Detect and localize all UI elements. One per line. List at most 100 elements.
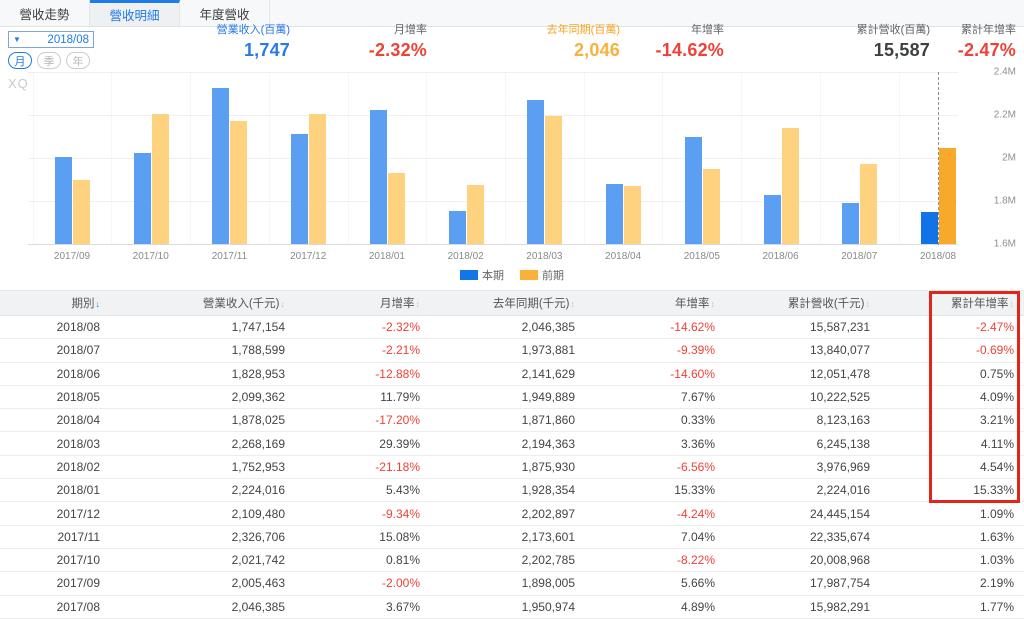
bar-current-2017/10[interactable] (133, 153, 151, 244)
period-pill-quarter[interactable]: 季 (37, 52, 61, 69)
bar-current-2017/11[interactable] (212, 87, 230, 244)
stat-value: 2,046 (573, 40, 620, 60)
stat-value: -14.62% (655, 40, 724, 60)
period-pill-month[interactable]: 月 (8, 52, 32, 69)
x-axis-tick-label: 2017/10 (132, 251, 169, 262)
column-header-last-year[interactable]: 去年同期(千元)↕ (430, 295, 585, 311)
bar-current-2017/09[interactable] (55, 156, 72, 244)
table-header-row: 期別↓ 營業收入(千元)↕ 月增率↕ 去年同期(千元)↕ 年增率↕ 累計營收(千元)↕ 累計… (0, 290, 1024, 316)
cell-cum-yoy: 4.54% (979, 459, 1014, 474)
tab-revenue-trend[interactable]: 營收走勢 (0, 0, 90, 26)
bar-current-2018/03[interactable] (527, 100, 545, 244)
y-axis-tick-label: 1.8M (993, 195, 1016, 207)
legend-label: 前期 (542, 270, 564, 282)
cell-revenue: 2,268,169 (231, 436, 285, 451)
cell-cum-revenue: 20,008,968 (809, 553, 870, 568)
bar-previous-2018/03[interactable] (545, 116, 563, 244)
cell-cum-revenue: 15,982,291 (809, 599, 870, 614)
cell-yoy: -14.62% (670, 320, 715, 335)
table-row[interactable]: 2017/09 2,005,463 -2.00% 1,898,005 5.66% 17,9… (0, 572, 1024, 596)
x-axis-tick-label: 2018/07 (841, 251, 878, 262)
stat-label: 累計營收(百萬) (856, 24, 930, 36)
cell-cum-yoy: 15.33% (973, 483, 1014, 498)
bar-previous-2017/11[interactable] (230, 120, 248, 244)
cell-last-year: 2,202,897 (521, 506, 575, 521)
bar-previous-2017/10[interactable] (151, 114, 169, 244)
bar-previous-2018/04[interactable] (624, 185, 642, 244)
cell-mom: -2.21% (381, 343, 420, 358)
bar-previous-2018/08[interactable] (939, 148, 957, 244)
table-row[interactable]: 2018/05 2,099,362 11.79% 1,949,889 7.67% 10,2… (0, 386, 1024, 410)
sort-icon: ↕ (865, 299, 871, 309)
bar-previous-2017/09[interactable] (73, 179, 90, 244)
bar-current-2018/06[interactable] (763, 194, 781, 244)
stat-label: 月增率 (394, 24, 427, 36)
cell-cum-revenue: 8,123,163 (816, 413, 870, 428)
y-axis-tick-label: 2.2M (993, 109, 1016, 121)
bar-previous-2018/02[interactable] (466, 184, 484, 244)
tab-revenue-detail[interactable]: 營收明細 (90, 0, 180, 26)
cell-revenue: 2,046,385 (231, 599, 285, 614)
cell-last-year: 1,950,974 (521, 599, 575, 614)
period-pill-year[interactable]: 年 (66, 52, 90, 69)
cell-mom: -12.88% (375, 366, 420, 381)
x-axis-tick-label: 2018/03 (526, 251, 563, 262)
table-row[interactable]: 2018/01 2,224,016 5.43% 1,928,354 15.33% 2,22… (0, 479, 1024, 503)
table-row[interactable]: 2017/11 2,326,706 15.08% 2,173,601 7.04% 22,3… (0, 526, 1024, 549)
column-header-label: 期別 (71, 298, 95, 310)
bar-previous-2018/06[interactable] (781, 127, 799, 244)
column-header-period[interactable]: 期別↓ (0, 295, 110, 311)
legend-item-本期[interactable]: 本期 (460, 267, 504, 283)
cell-revenue: 2,005,463 (231, 576, 285, 591)
table-row[interactable]: 2018/03 2,268,169 29.39% 2,194,363 3.36% 6,24… (0, 432, 1024, 456)
bar-current-2018/04[interactable] (606, 184, 624, 244)
bar-current-2018/07[interactable] (842, 203, 860, 244)
legend-swatch (520, 270, 538, 280)
x-axis-tick-label: 2017/11 (211, 251, 248, 262)
bar-previous-2017/12[interactable] (309, 114, 327, 244)
x-axis-tick-label: 2017/09 (53, 251, 91, 262)
legend-item-前期[interactable]: 前期 (520, 267, 564, 283)
bar-previous-2018/05[interactable] (702, 168, 720, 244)
cell-yoy: 4.89% (680, 599, 715, 614)
stat-label: 累計年增率 (961, 24, 1016, 36)
table-row[interactable]: 2017/08 2,046,385 3.67% 1,950,974 4.89% 15,98… (0, 596, 1024, 619)
stat-cum-yoy: 累計年增率 -2.47% (876, 21, 1016, 61)
cell-last-year: 2,202,785 (521, 553, 575, 568)
cell-period: 2018/04 (56, 413, 100, 428)
cell-cum-revenue: 2,224,016 (816, 483, 870, 498)
bar-current-2018/08[interactable] (921, 212, 939, 244)
column-header-label: 去年同期(千元) (492, 298, 570, 310)
x-axis-tick-label: 2018/05 (683, 251, 720, 262)
bar-current-2018/01[interactable] (369, 109, 387, 244)
table-row[interactable]: 2018/04 1,878,025 -17.20% 1,871,860 0.33% 8,1… (0, 409, 1024, 433)
cell-yoy: 15.33% (674, 483, 715, 498)
bar-previous-2018/07[interactable] (860, 163, 878, 244)
column-header-cum-yoy[interactable]: 累計年增率↕ (880, 295, 1024, 311)
tab-annual-revenue[interactable]: 年度營收 (180, 0, 270, 26)
sort-icon: ↕ (1009, 299, 1015, 309)
cell-mom: 29.39% (379, 436, 420, 451)
bar-current-2018/05[interactable] (684, 136, 702, 244)
bar-current-2018/02[interactable] (448, 211, 466, 244)
revenue-bar-chart: XQ 2.4M 2.2M 2M 1.8M 1.6M 2017/09 2017/10 2017/… (0, 67, 1024, 290)
cell-period: 2018/08 (56, 320, 100, 335)
table-row[interactable]: 2018/06 1,828,953 -12.88% 2,141,629 -14.60% 1… (0, 363, 1024, 386)
column-header-yoy[interactable]: 年增率↕ (585, 295, 725, 311)
table-row[interactable]: 2018/07 1,788,599 -2.21% 1,973,881 -9.39% 13,… (0, 339, 1024, 363)
date-selector[interactable]: ▼ 2018/08 (8, 31, 94, 48)
cell-last-year: 1,875,930 (521, 459, 575, 474)
x-axis-tick-label: 2018/08 (919, 251, 957, 262)
stat-revenue: 營業收入(百萬) 1,747 (150, 21, 290, 61)
table-row[interactable]: 2017/10 2,021,742 0.81% 2,202,785 -8.22% 20,0… (0, 549, 1024, 573)
table-row[interactable]: 2017/12 2,109,480 -9.34% 2,202,897 -4.24% 24,… (0, 502, 1024, 526)
column-header-revenue[interactable]: 營業收入(千元)↕ (110, 295, 295, 311)
bar-current-2017/12[interactable] (291, 134, 309, 244)
bar-previous-2018/01[interactable] (387, 173, 405, 244)
table-row[interactable]: 2018/08 1,747,154 -2.32% 2,046,385 -14.62% 15… (0, 316, 1024, 340)
cell-cum-revenue: 12,051,478 (809, 366, 870, 381)
stat-value: -2.32% (368, 40, 427, 60)
column-header-mom[interactable]: 月增率↕ (295, 295, 430, 311)
column-header-cum-revenue[interactable]: 累計營收(千元)↕ (725, 295, 880, 311)
table-row[interactable]: 2018/02 1,752,953 -21.18% 1,875,930 -6.56% 3,… (0, 456, 1024, 480)
